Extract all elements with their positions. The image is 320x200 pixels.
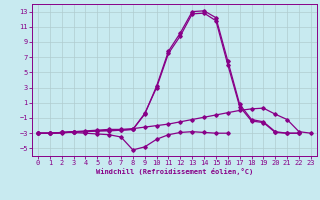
X-axis label: Windchill (Refroidissement éolien,°C): Windchill (Refroidissement éolien,°C) [96, 168, 253, 175]
